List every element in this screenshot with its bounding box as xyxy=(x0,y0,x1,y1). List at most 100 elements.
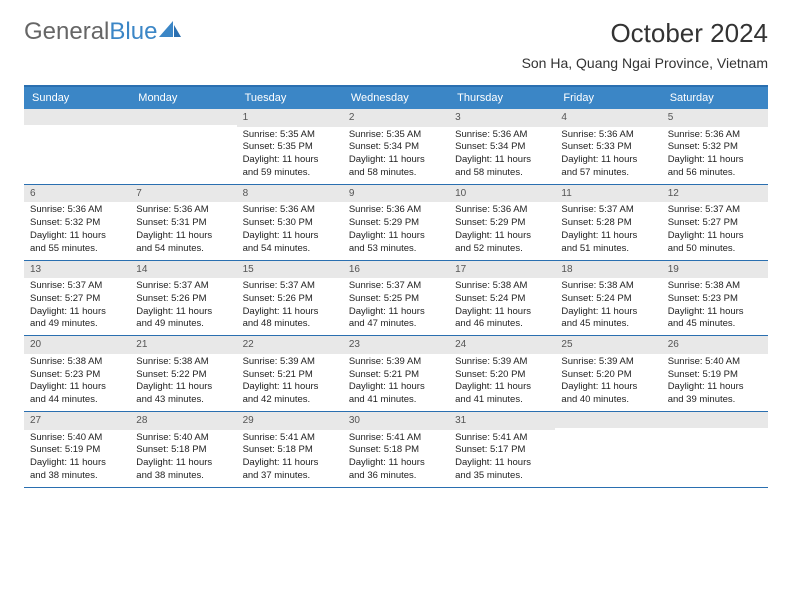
day-cell-body: Sunrise: 5:38 AMSunset: 5:23 PMDaylight:… xyxy=(662,280,768,335)
day-cell-line: Sunrise: 5:39 AM xyxy=(349,356,443,369)
day-cell-line: and 43 minutes. xyxy=(136,394,230,407)
day-cell-line: Sunset: 5:34 PM xyxy=(349,141,443,154)
day-cell-line: and 45 minutes. xyxy=(668,318,762,331)
week-row: 6Sunrise: 5:36 AMSunset: 5:32 PMDaylight… xyxy=(24,185,768,261)
day-cell-line: Daylight: 11 hours xyxy=(243,306,337,319)
day-number: 1 xyxy=(237,109,343,127)
day-cell-line: Sunset: 5:29 PM xyxy=(455,217,549,230)
day-number: 23 xyxy=(343,336,449,354)
day-cell-line: Sunset: 5:23 PM xyxy=(668,293,762,306)
day-cell-body: Sunrise: 5:36 AMSunset: 5:33 PMDaylight:… xyxy=(555,129,661,184)
day-cell: 8Sunrise: 5:36 AMSunset: 5:30 PMDaylight… xyxy=(237,185,343,260)
day-number: 13 xyxy=(24,261,130,279)
day-cell-line: and 57 minutes. xyxy=(561,167,655,180)
day-cell-line: Sunrise: 5:39 AM xyxy=(561,356,655,369)
day-cell-line: Sunset: 5:18 PM xyxy=(136,444,230,457)
day-cell-body: Sunrise: 5:37 AMSunset: 5:26 PMDaylight:… xyxy=(237,280,343,335)
day-cell-line: Daylight: 11 hours xyxy=(136,230,230,243)
day-cell-line: Sunset: 5:35 PM xyxy=(243,141,337,154)
day-cell-line: Sunset: 5:27 PM xyxy=(30,293,124,306)
day-cell-line: and 37 minutes. xyxy=(243,470,337,483)
day-cell-line: Daylight: 11 hours xyxy=(30,457,124,470)
day-number xyxy=(555,412,661,428)
day-cell-line: and 41 minutes. xyxy=(349,394,443,407)
day-cell-line: Sunrise: 5:38 AM xyxy=(668,280,762,293)
day-header: Wednesday xyxy=(343,87,449,109)
day-number: 20 xyxy=(24,336,130,354)
day-cell-line: Sunrise: 5:37 AM xyxy=(561,204,655,217)
day-header: Saturday xyxy=(662,87,768,109)
day-cell-line: Sunset: 5:27 PM xyxy=(668,217,762,230)
day-cell-body: Sunrise: 5:41 AMSunset: 5:17 PMDaylight:… xyxy=(449,432,555,487)
day-cell-line: Sunset: 5:33 PM xyxy=(561,141,655,154)
day-cell-line: and 56 minutes. xyxy=(668,167,762,180)
day-cell-line: and 44 minutes. xyxy=(30,394,124,407)
day-cell-body: Sunrise: 5:37 AMSunset: 5:26 PMDaylight:… xyxy=(130,280,236,335)
day-header: Monday xyxy=(130,87,236,109)
day-cell-line: Sunset: 5:22 PM xyxy=(136,369,230,382)
day-cell-line: Daylight: 11 hours xyxy=(455,306,549,319)
day-cell xyxy=(555,412,661,487)
day-cell-line: Daylight: 11 hours xyxy=(349,154,443,167)
day-cell-body: Sunrise: 5:40 AMSunset: 5:19 PMDaylight:… xyxy=(24,432,130,487)
day-cell-line: Daylight: 11 hours xyxy=(668,381,762,394)
day-cell-line: Sunrise: 5:37 AM xyxy=(243,280,337,293)
day-cell-line: Sunrise: 5:39 AM xyxy=(243,356,337,369)
day-cell-line: Sunset: 5:28 PM xyxy=(561,217,655,230)
day-cell-line: Sunrise: 5:36 AM xyxy=(455,129,549,142)
day-cell: 13Sunrise: 5:37 AMSunset: 5:27 PMDayligh… xyxy=(24,261,130,336)
day-cell-line: Sunrise: 5:36 AM xyxy=(668,129,762,142)
day-cell-line: Sunrise: 5:36 AM xyxy=(349,204,443,217)
day-cell-line: Sunset: 5:20 PM xyxy=(455,369,549,382)
day-cell-line: and 39 minutes. xyxy=(668,394,762,407)
day-header: Thursday xyxy=(449,87,555,109)
day-header-row: SundayMondayTuesdayWednesdayThursdayFrid… xyxy=(24,87,768,109)
day-cell-line: Daylight: 11 hours xyxy=(136,306,230,319)
day-cell-line: Sunrise: 5:37 AM xyxy=(668,204,762,217)
week-row: 20Sunrise: 5:38 AMSunset: 5:23 PMDayligh… xyxy=(24,336,768,412)
day-cell: 5Sunrise: 5:36 AMSunset: 5:32 PMDaylight… xyxy=(662,109,768,184)
day-cell-line: Sunrise: 5:36 AM xyxy=(30,204,124,217)
day-cell-body: Sunrise: 5:37 AMSunset: 5:25 PMDaylight:… xyxy=(343,280,449,335)
day-number: 18 xyxy=(555,261,661,279)
day-cell-line: Daylight: 11 hours xyxy=(561,230,655,243)
day-header: Sunday xyxy=(24,87,130,109)
day-number: 11 xyxy=(555,185,661,203)
day-cell-line: Sunset: 5:17 PM xyxy=(455,444,549,457)
day-cell-line: Sunset: 5:29 PM xyxy=(349,217,443,230)
week-row: 13Sunrise: 5:37 AMSunset: 5:27 PMDayligh… xyxy=(24,261,768,337)
day-cell-body: Sunrise: 5:40 AMSunset: 5:18 PMDaylight:… xyxy=(130,432,236,487)
day-cell-body: Sunrise: 5:39 AMSunset: 5:20 PMDaylight:… xyxy=(449,356,555,411)
day-cell: 30Sunrise: 5:41 AMSunset: 5:18 PMDayligh… xyxy=(343,412,449,487)
day-cell: 10Sunrise: 5:36 AMSunset: 5:29 PMDayligh… xyxy=(449,185,555,260)
day-cell-line: and 54 minutes. xyxy=(136,243,230,256)
day-cell: 1Sunrise: 5:35 AMSunset: 5:35 PMDaylight… xyxy=(237,109,343,184)
day-cell-line: Daylight: 11 hours xyxy=(349,230,443,243)
day-cell-line: and 40 minutes. xyxy=(561,394,655,407)
day-cell: 11Sunrise: 5:37 AMSunset: 5:28 PMDayligh… xyxy=(555,185,661,260)
day-cell-line: and 38 minutes. xyxy=(30,470,124,483)
day-number xyxy=(662,412,768,428)
day-number: 15 xyxy=(237,261,343,279)
day-cell-line: Sunrise: 5:41 AM xyxy=(455,432,549,445)
week-row: 1 Sunrise: 5:35 AMSunset: 5:35 PM Daylight… xyxy=(24,109,768,185)
day-cell-body: Sunrise: 5:37 AMSunset: 5:27 PMDaylight:… xyxy=(24,280,130,335)
day-cell-line: and 36 minutes. xyxy=(349,470,443,483)
day-cell-line: Daylight: 11 hours xyxy=(668,230,762,243)
day-cell-line: Sunrise: 5:35 AM xyxy=(243,129,337,142)
day-cell: 3Sunrise: 5:36 AMSunset: 5:34 PMDaylight… xyxy=(449,109,555,184)
day-cell-line: Sunset: 5:18 PM xyxy=(243,444,337,457)
day-cell-line: Sunset: 5:24 PM xyxy=(455,293,549,306)
day-number: 27 xyxy=(24,412,130,430)
day-cell xyxy=(662,412,768,487)
day-cell-body: Sunrise: 5:36 AMSunset: 5:32 PMDaylight:… xyxy=(24,204,130,259)
day-header: Friday xyxy=(555,87,661,109)
day-cell-line: Daylight: 11 hours xyxy=(561,306,655,319)
day-cell-line: and 53 minutes. xyxy=(349,243,443,256)
day-cell-body: Sunrise: 5:36 AMSunset: 5:29 PMDaylight:… xyxy=(343,204,449,259)
day-cell-line: and 38 minutes. xyxy=(136,470,230,483)
day-cell: 26Sunrise: 5:40 AMSunset: 5:19 PMDayligh… xyxy=(662,336,768,411)
day-number: 22 xyxy=(237,336,343,354)
day-cell-body: Sunrise: 5:41 AMSunset: 5:18 PMDaylight:… xyxy=(237,432,343,487)
day-cell-line: Sunset: 5:25 PM xyxy=(349,293,443,306)
